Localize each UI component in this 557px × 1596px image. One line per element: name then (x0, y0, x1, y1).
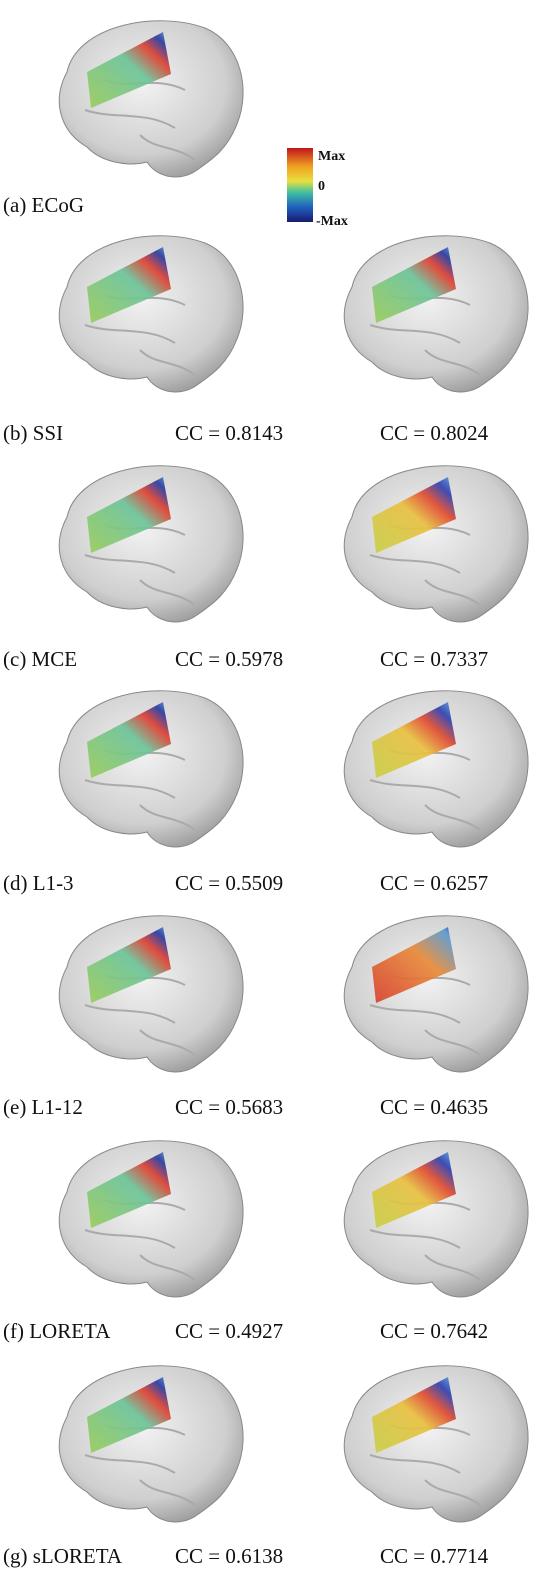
brain-image (344, 1366, 528, 1522)
brain-image (59, 236, 243, 392)
cc-left: CC = 0.6138 (175, 1544, 283, 1568)
panel-label: (b) SSI (3, 421, 63, 445)
panel-label: (a) ECoG (3, 193, 84, 217)
cc-right: CC = 0.4635 (380, 1095, 488, 1119)
brain-image (59, 1366, 243, 1522)
cc-left: CC = 0.8143 (175, 421, 283, 445)
brain-image (59, 691, 243, 847)
brain-image (59, 466, 243, 622)
brain-image (344, 916, 528, 1072)
cc-left: CC = 0.5509 (175, 871, 283, 895)
colorbar-max: Max (318, 149, 345, 164)
cc-right: CC = 0.7642 (380, 1319, 488, 1343)
colorbar-zero: 0 (318, 179, 325, 194)
brain-image (59, 916, 243, 1072)
panel-label: (g) sLORETA (3, 1544, 123, 1568)
panel-label: (e) L1-12 (3, 1095, 83, 1119)
colorbar (287, 148, 313, 222)
panel-label: (f) LORETA (3, 1319, 111, 1343)
brain-image (344, 466, 528, 622)
panel-label: (d) L1-3 (3, 871, 74, 895)
cc-left: CC = 0.4927 (175, 1319, 283, 1343)
panel-label: (c) MCE (3, 647, 77, 671)
colorbar-min: -Max (316, 214, 348, 229)
brain-image (344, 1141, 528, 1297)
cc-left: CC = 0.5683 (175, 1095, 283, 1119)
brain-image (344, 691, 528, 847)
cc-right: CC = 0.6257 (380, 871, 488, 895)
brain-image (59, 21, 243, 177)
brain-image (344, 236, 528, 392)
cc-right: CC = 0.7337 (380, 647, 488, 671)
cc-right: CC = 0.8024 (380, 421, 489, 445)
cc-right: CC = 0.7714 (380, 1544, 489, 1568)
brain-image (59, 1141, 243, 1297)
figure: Max 0 -Max (a) ECoG (b) SSI CC = 0.8143 CC … (0, 0, 557, 1596)
cc-left: CC = 0.5978 (175, 647, 283, 671)
